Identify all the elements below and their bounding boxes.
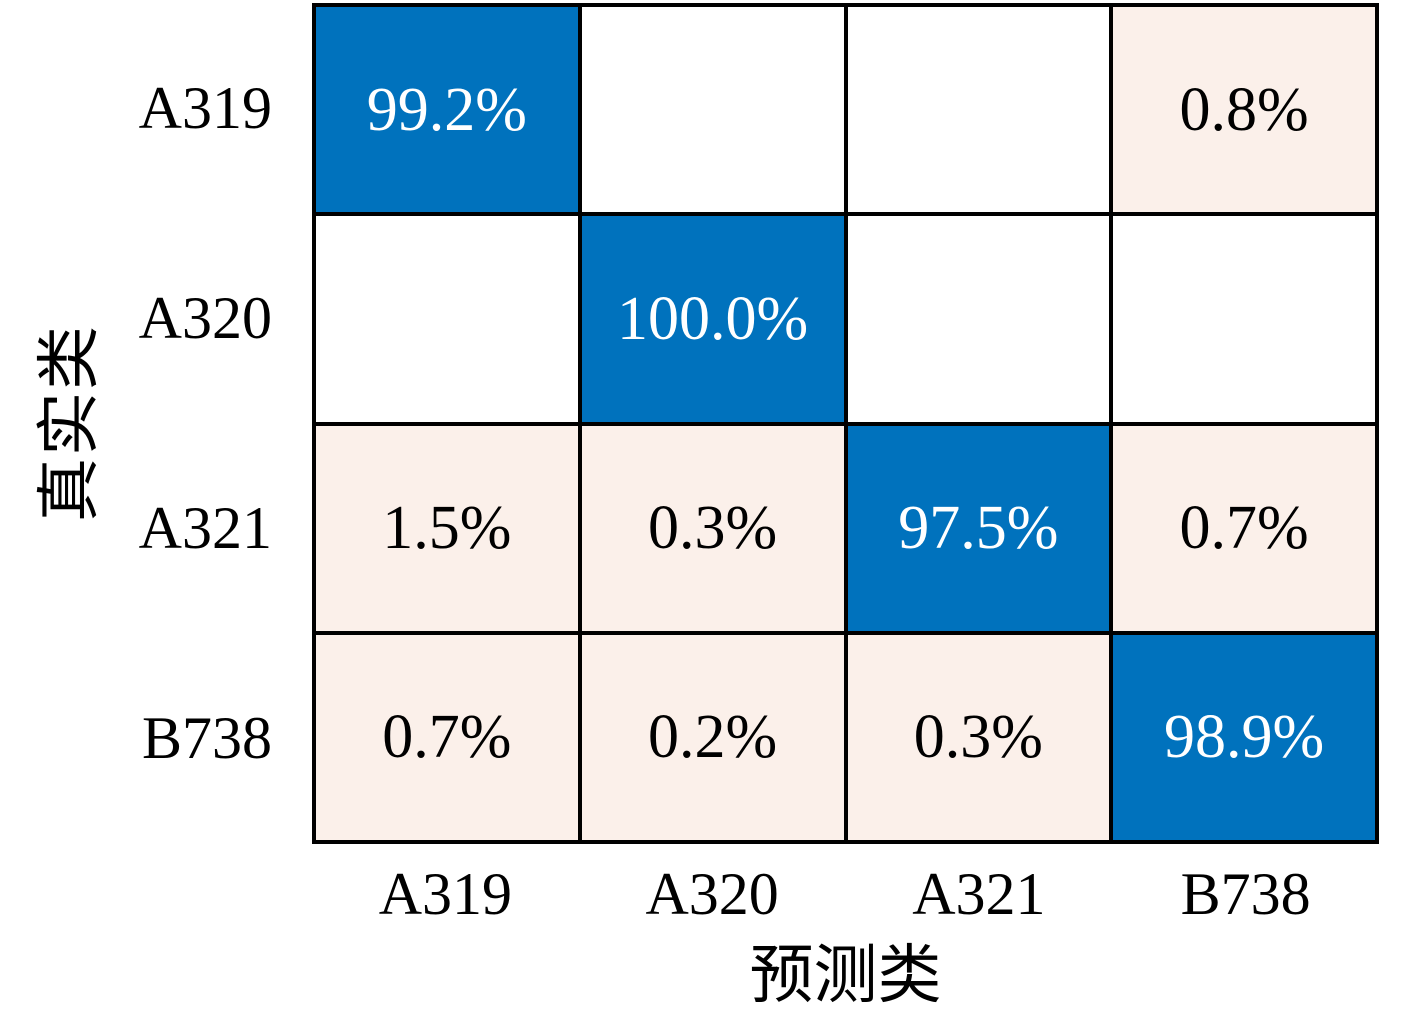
matrix-cell-B738-A321: 0.3% [845,632,1112,842]
row-label-A319: A319 [138,74,272,141]
row-label-B738: B738 [141,705,272,772]
matrix-cell-A321-A321: 97.5% [845,423,1112,633]
col-label-A319: A319 [378,860,513,927]
matrix-cell-A321-B738: 0.7% [1111,423,1377,633]
matrix-cell-A320-A319 [314,214,580,424]
matrix-cell-A319-A320 [579,5,846,215]
matrix-cell-A320-B738 [1111,214,1377,424]
matrix-cell-A321-A319: 1.5% [314,423,580,633]
matrix-cell-A320-A321 [845,214,1112,424]
x-axis-label: 预测类 [749,940,942,1009]
row-label-A321: A321 [138,495,272,561]
col-label-A321: A321 [912,860,1046,927]
matrix-cell-A319-A321 [845,5,1112,215]
row-label-A320: A320 [138,284,272,351]
col-label-B738: B738 [1180,860,1311,927]
col-label-A320: A320 [645,860,779,927]
matrix-cell-B738-A320: 0.2% [579,632,846,842]
matrix-cell-A321-A320: 0.3% [579,423,846,633]
matrix-cell-B738-A319: 0.7% [314,632,580,842]
matrix-cell-B738-B738: 98.9% [1111,632,1377,842]
confusion-matrix-grid: 99.2% 0.8% 100.0% 1.5% 0.3% 97.5% 0.7% 0.7% 0.2%… [312,3,1379,844]
matrix-cell-A319-A319: 99.2% [314,5,580,215]
matrix-cell-A319-B738: 0.8% [1111,5,1377,215]
matrix-cell-A320-A320: 100.0% [579,214,846,424]
